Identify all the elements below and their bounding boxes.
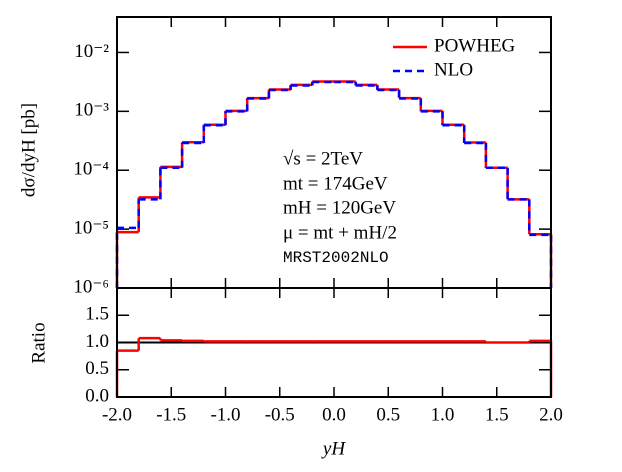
annotation: μ = mt + mH/2	[283, 222, 397, 243]
y-tick-label: 10⁻²	[74, 41, 109, 62]
x-tick-label: 1.0	[431, 404, 455, 425]
x-tick-label: 2.0	[539, 404, 563, 425]
annotation: mH = 120GeV	[283, 197, 396, 218]
x-tick-label: -1.0	[210, 404, 240, 425]
plot-frame	[116, 287, 552, 398]
x-tick-label: -2.0	[102, 404, 132, 425]
ratio-axis-label: Ratio	[28, 322, 49, 363]
annotation: √s = 2TeV	[283, 148, 363, 169]
x-axis-label: yH	[321, 438, 346, 459]
y-tick-label: 10⁻⁵	[73, 217, 109, 238]
y-tick-label: 10⁻⁶	[73, 276, 109, 297]
annotation: mt = 174GeV	[283, 173, 388, 194]
legend-label: POWHEG	[434, 35, 516, 56]
y-tick-label: 0.0	[85, 385, 109, 406]
y-tick-label: 0.5	[85, 358, 109, 379]
x-tick-label: -1.5	[156, 404, 186, 425]
y-tick-label: 10⁻³	[74, 100, 109, 121]
y-tick-label: 1.5	[85, 304, 109, 325]
x-tick-label: 0.0	[322, 404, 346, 425]
legend-label: NLO	[434, 59, 473, 80]
y-tick-label: 10⁻⁴	[73, 159, 109, 180]
annotation: MRST2002NLO	[283, 249, 389, 267]
x-tick-label: 1.5	[485, 404, 509, 425]
x-tick-label: -0.5	[265, 404, 295, 425]
y-axis-label: dσ/dyH [pb]	[18, 103, 39, 197]
x-tick-label: 0.5	[376, 404, 400, 425]
y-tick-label: 1.0	[85, 331, 109, 352]
